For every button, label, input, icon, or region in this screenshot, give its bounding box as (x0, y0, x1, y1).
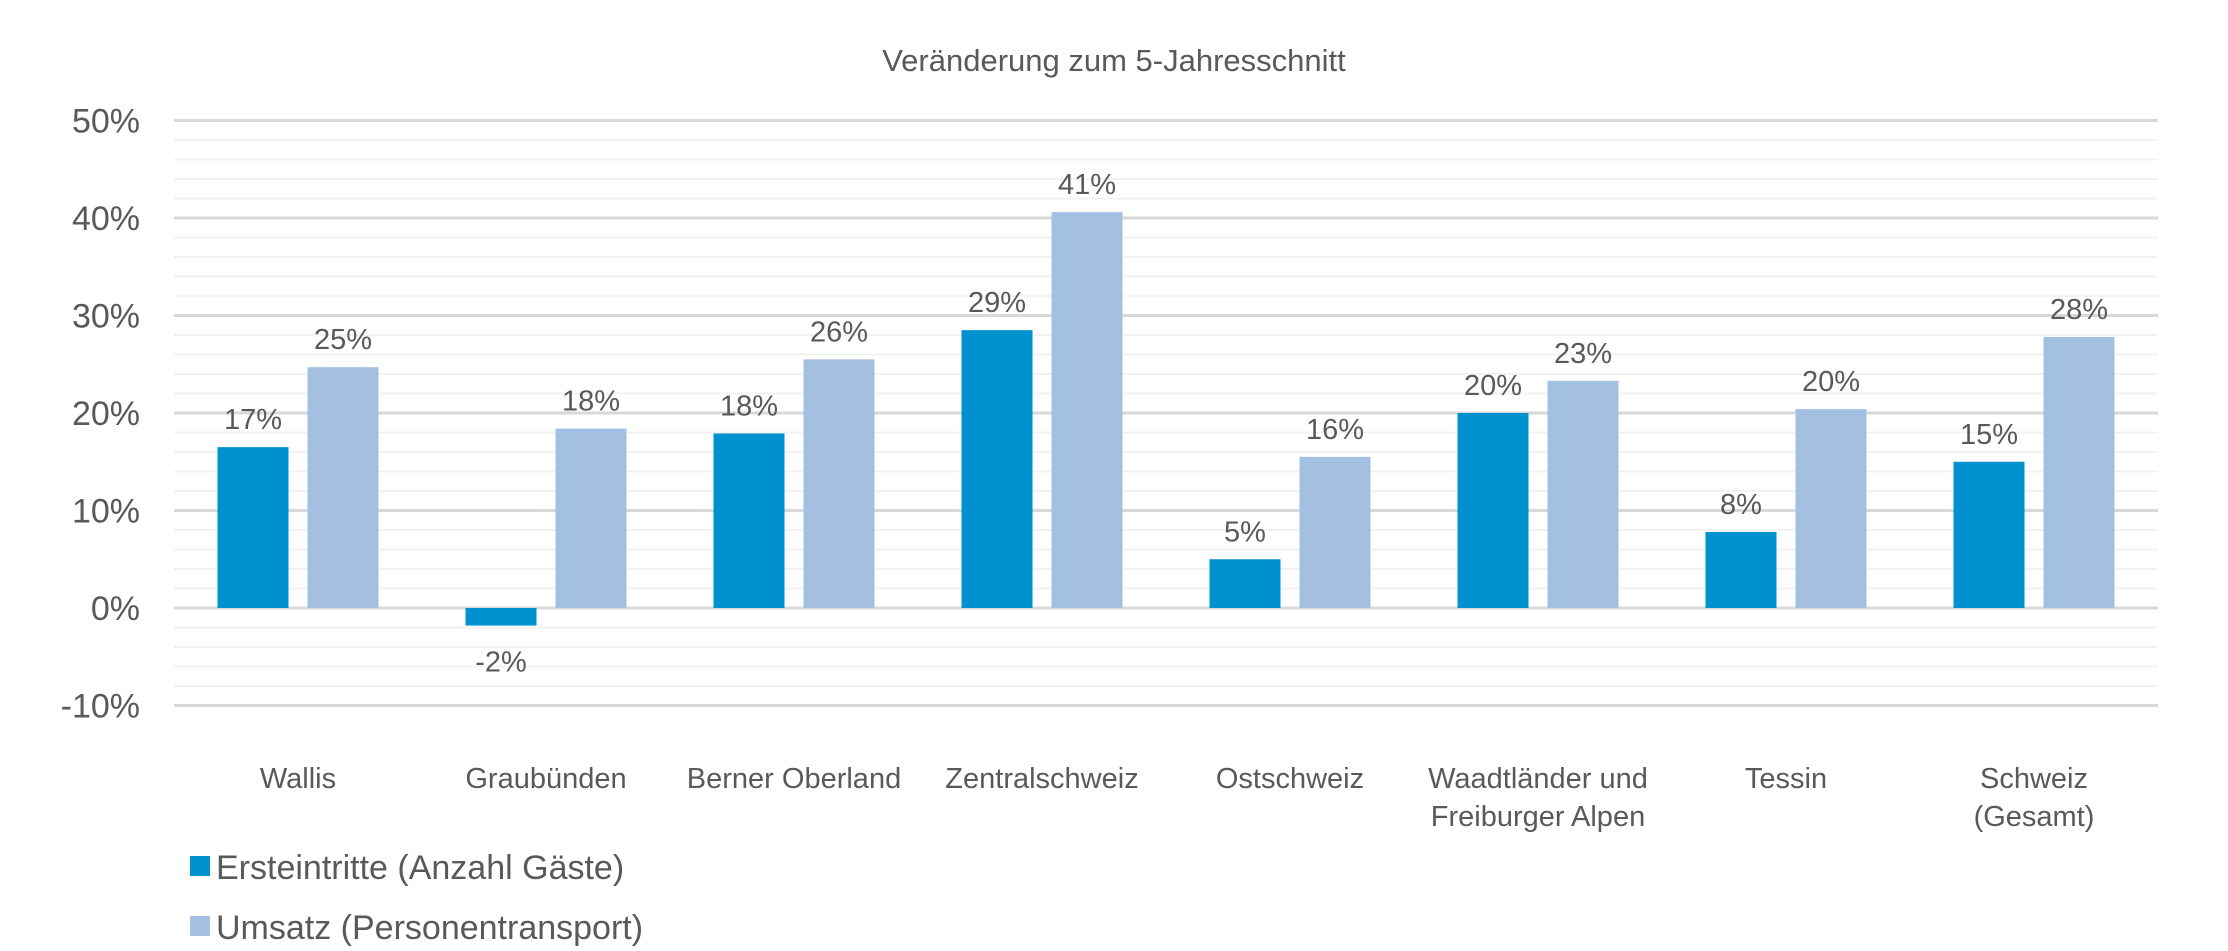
bar-ersteintritte (465, 608, 537, 626)
bar-ersteintritte (1457, 413, 1529, 608)
legend: Ersteintritte (Anzahl Gäste) Umsatz (Pers… (190, 849, 643, 947)
bar-ersteintritte (1953, 461, 2025, 608)
data-label: 28% (2050, 294, 2108, 326)
data-label: 15% (1960, 419, 2018, 451)
legend-swatch (190, 916, 210, 936)
data-label: 5% (1224, 516, 1266, 548)
data-label: 20% (1802, 366, 1860, 398)
bar-ersteintritte (713, 433, 785, 608)
data-label: 26% (810, 316, 868, 348)
bar-ersteintritte (1705, 531, 1777, 608)
bar-umsatz (555, 428, 627, 608)
bars: 17% 25% -2% 18% 18% 26% 29% 41% 5% 16% 20% 23% 8% 20%… (217, 169, 2115, 679)
legend-label: Umsatz (Personentransport) (216, 909, 643, 947)
legend-swatch (190, 856, 210, 876)
data-label: 17% (224, 404, 282, 436)
bar-umsatz (1299, 456, 1371, 608)
x-tick-label: Zentralschweiz (945, 763, 1138, 795)
x-tick-label: Wallis (260, 763, 336, 795)
bar-umsatz (1051, 212, 1123, 608)
data-label: 20% (1464, 370, 1522, 402)
x-tick-label: Freiburger Alpen (1431, 801, 1645, 833)
x-tick-label: Tessin (1745, 763, 1827, 795)
y-tick-label: -10% (61, 688, 140, 726)
data-label: 18% (720, 390, 778, 422)
y-axis: -10% 0% 10% 20% 30% 40% 50% (61, 103, 140, 726)
data-label: 41% (1058, 169, 1116, 201)
bar-ersteintritte (217, 447, 289, 608)
x-tick-label: Berner Oberland (687, 763, 901, 795)
x-axis: Wallis Graubünden Berner Oberland Zentralsc… (260, 763, 2095, 833)
data-label: 18% (562, 386, 620, 418)
data-label: 29% (968, 287, 1026, 319)
data-label: -2% (475, 647, 527, 679)
bar-ersteintritte (961, 330, 1033, 608)
y-tick-label: 10% (72, 493, 140, 531)
y-tick-label: 0% (91, 590, 140, 628)
x-tick-label: (Gesamt) (1974, 801, 2095, 833)
bar-umsatz (2043, 336, 2115, 608)
bar-ersteintritte (1209, 559, 1281, 608)
legend-label: Ersteintritte (Anzahl Gäste) (216, 849, 624, 887)
data-label: 16% (1306, 414, 1364, 446)
y-tick-label: 50% (72, 103, 140, 141)
x-tick-label: Ostschweiz (1216, 763, 1364, 795)
x-tick-label: Schweiz (1980, 763, 2088, 795)
y-tick-label: 30% (72, 298, 140, 336)
data-label: 8% (1720, 489, 1762, 521)
chart-title: Veränderung zum 5-Jahresschnitt (882, 43, 1346, 78)
bar-umsatz (1795, 409, 1867, 608)
data-label: 23% (1554, 338, 1612, 370)
bar-umsatz (803, 359, 875, 608)
data-label: 25% (314, 324, 372, 356)
x-tick-label: Graubünden (465, 763, 626, 795)
y-tick-label: 20% (72, 395, 140, 433)
x-tick-label: Waadtländer und (1428, 763, 1648, 795)
bar-umsatz (1547, 380, 1619, 608)
y-tick-label: 40% (72, 200, 140, 238)
bar-umsatz (307, 367, 379, 608)
